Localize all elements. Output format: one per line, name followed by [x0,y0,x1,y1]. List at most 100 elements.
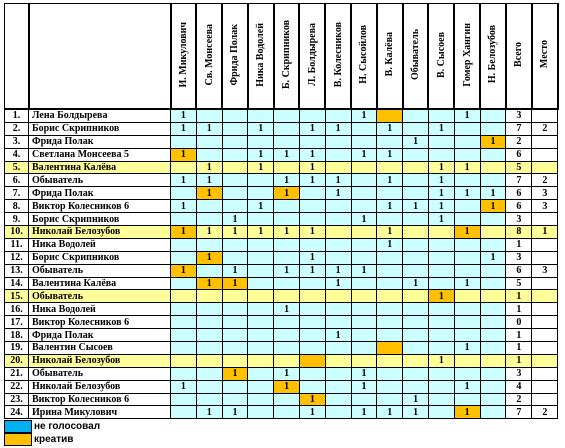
legend-swatch [4,433,32,446]
vote-cell [427,302,455,317]
vote-cell [298,199,326,214]
row-number: 14. [4,276,29,291]
column-header-text: Н. Белозубов [487,25,499,84]
vote-cell [324,289,352,304]
vote-cell [221,147,249,162]
row-number: 13. [4,263,29,278]
vote-cell: 1 [376,147,404,162]
vote-cell [195,341,223,355]
vote-cell [350,392,378,407]
vote-cell [273,315,300,330]
total-cell: 7 [505,173,533,188]
vote-cell: 1 [324,328,352,343]
legend-item: не голосовал [4,420,100,433]
place-cell: 2 [531,173,559,188]
vote-cell [453,392,481,407]
vote-cell [247,237,275,252]
total-cell: 6 [505,147,533,162]
row-name: Валентин Сысоев [28,341,171,355]
vote-cell [195,263,223,278]
vote-cell [221,353,249,368]
total-cell: 5 [505,276,533,291]
vote-cell [427,405,455,420]
vote-cell: 1 [453,341,481,355]
vote-cell [376,250,404,265]
row-number: 9. [4,212,29,227]
vote-cell [273,199,300,214]
total-cell: 3 [505,108,533,123]
column-header-text: Св. Монсеева [203,23,215,86]
vote-cell [479,237,507,252]
vote-cell: 1 [376,237,404,252]
vote-cell [195,289,223,304]
vote-cell: 1 [247,147,275,162]
vote-cell [247,134,275,149]
vote-cell [221,302,249,317]
vote-cell [350,302,378,317]
row-name: Валентина Калёва [28,276,171,291]
vote-cell [453,289,481,304]
vote-cell [350,199,378,214]
vote-cell [427,237,455,252]
vote-cell: 1 [221,366,249,381]
legend-swatch [4,420,32,433]
place-cell [531,250,559,265]
vote-cell [195,392,223,407]
vote-cell [247,379,275,394]
vote-cell: 1 [195,121,223,136]
vote-cell [324,237,352,252]
vote-cell [298,353,326,368]
vote-cell [350,289,378,304]
table-row: 11. Ника Водолей 1 1 [4,237,559,252]
vote-cell: 1 [376,199,404,214]
row-number: 22. [4,379,29,394]
vote-cell [273,212,300,227]
vote-cell: 1 [453,108,481,123]
vote-cell [170,237,197,252]
place-cell [531,237,559,252]
row-name: Ирина Микулович [28,405,171,420]
column-header: В. Колесников [324,3,353,110]
vote-cell: 1 [298,263,326,278]
column-header-text: В. Колесников [332,21,344,88]
place-cell: 3 [531,199,559,214]
total-cell: 1 [505,237,533,252]
row-name: Виктор Колесников 6 [28,392,171,407]
table-row: 13. Обыватель 1 1 1 1 1 1 6 3 [4,263,559,278]
vote-cell [298,302,326,317]
table-row: 23. Виктор Колесников 6 1 1 2 [4,392,559,407]
vote-cell: 1 [298,147,326,162]
vote-cell: 1 [247,121,275,136]
vote-cell [221,289,249,304]
row-number: 3. [4,134,29,149]
table-row: 22. Николай Белозубов 1 1 1 1 4 [4,379,559,394]
place-cell: 3 [531,186,559,201]
total-cell: 2 [505,392,533,407]
vote-cell: 1 [479,250,507,265]
table-row: 18. Фрида Полак 1 1 [4,328,559,343]
vote-cell: 1 [273,147,300,162]
vote-cell [427,379,455,394]
vote-cell: 1 [170,225,197,239]
vote-cell [221,121,249,136]
vote-cell [195,315,223,330]
total-cell: 1 [505,328,533,343]
place-cell [531,276,559,291]
row-number: 11. [4,237,29,252]
row-name: Обыватель [28,263,171,278]
vote-cell [350,250,378,265]
column-header: Обыватель [402,3,430,110]
header-cell [4,3,30,110]
vote-cell [324,341,352,355]
vote-cell [298,341,326,355]
row-number: 15. [4,289,29,304]
row-name: Борис Скрипников [28,250,171,265]
vote-cell [247,341,275,355]
vote-cell: 1 [298,121,326,136]
vote-cell [350,173,378,188]
vote-cell [479,379,507,394]
row-number: 24. [4,405,29,420]
row-number: 1. [4,108,29,123]
vote-cell [453,250,481,265]
